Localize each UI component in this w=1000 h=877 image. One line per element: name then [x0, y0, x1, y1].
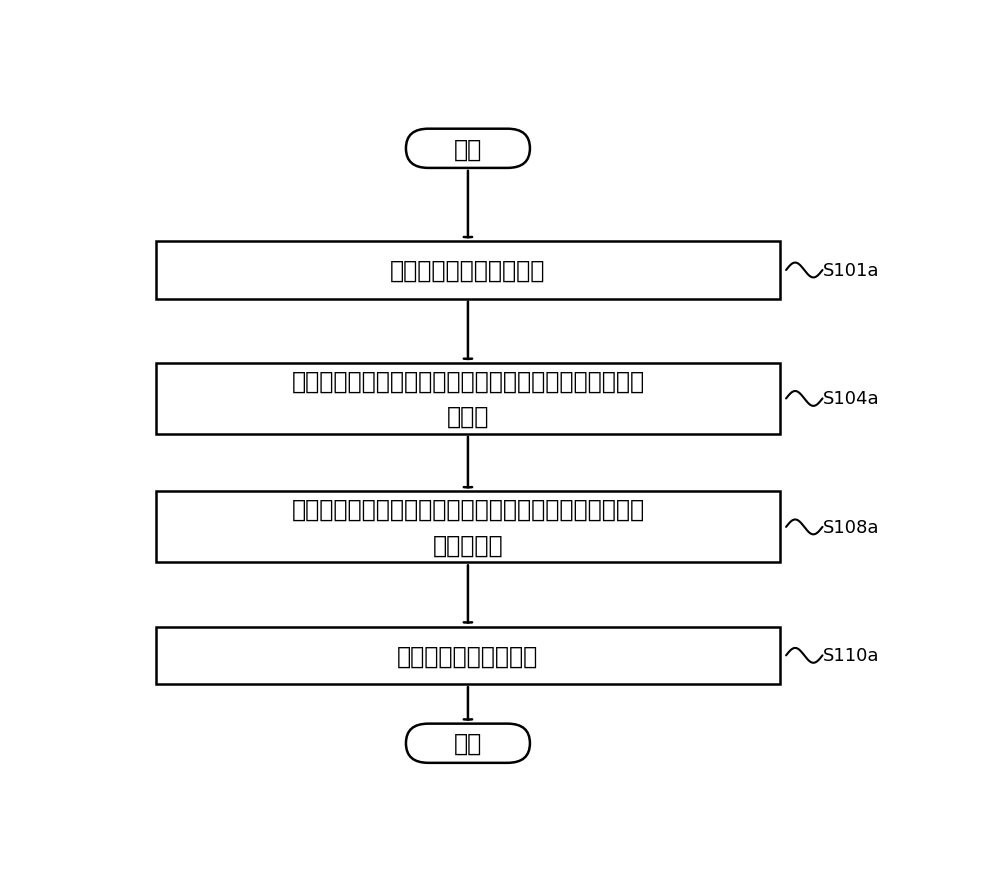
FancyBboxPatch shape — [156, 492, 780, 563]
Text: S104a: S104a — [822, 390, 879, 408]
Text: 结束: 结束 — [454, 731, 482, 755]
Text: 将要被写入讯号中继器中的刷新值预存到全局变量的内存
地址中: 将要被写入讯号中继器中的刷新值预存到全局变量的内存 地址中 — [291, 369, 644, 429]
Text: 取得全局变量的内存地址: 取得全局变量的内存地址 — [390, 259, 546, 282]
FancyBboxPatch shape — [406, 724, 530, 763]
Text: S101a: S101a — [822, 261, 879, 280]
FancyBboxPatch shape — [156, 364, 780, 434]
FancyBboxPatch shape — [156, 627, 780, 684]
Text: 每隔一预定时间，将讯号中继器的真实值替换成全局变量
中的刷新值: 每隔一预定时间，将讯号中继器的真实值替换成全局变量 中的刷新值 — [291, 497, 644, 557]
FancyBboxPatch shape — [156, 242, 780, 299]
Text: 开始: 开始 — [454, 137, 482, 161]
Text: S108a: S108a — [822, 518, 879, 537]
FancyBboxPatch shape — [406, 130, 530, 168]
Text: S110a: S110a — [822, 646, 879, 665]
Text: 完成讯号中继器的刷新: 完成讯号中继器的刷新 — [397, 644, 539, 667]
